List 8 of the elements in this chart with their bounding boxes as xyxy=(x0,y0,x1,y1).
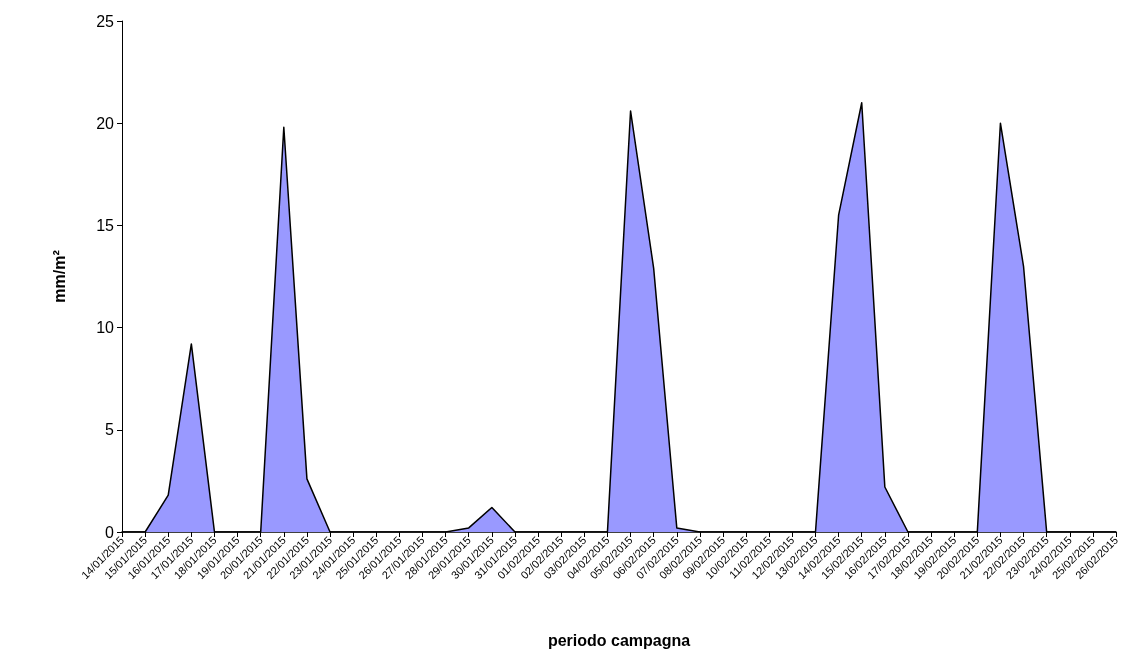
y-tick-label: 5 xyxy=(105,421,115,439)
y-tick-label: 0 xyxy=(105,523,115,541)
y-tick-label: 20 xyxy=(96,114,115,132)
y-tick-label: 25 xyxy=(96,12,115,30)
y-tick-label: 15 xyxy=(96,216,115,234)
y-axis-title: mm/m² xyxy=(50,250,68,303)
y-tick-label: 10 xyxy=(96,319,115,337)
x-axis-title: periodo campagna xyxy=(547,631,691,649)
